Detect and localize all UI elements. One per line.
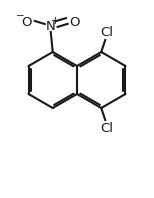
Text: Cl: Cl bbox=[101, 122, 114, 134]
Text: Cl: Cl bbox=[101, 26, 114, 38]
Text: +: + bbox=[51, 16, 60, 26]
Text: O: O bbox=[22, 15, 32, 29]
Text: O: O bbox=[69, 15, 80, 29]
Text: N: N bbox=[46, 19, 56, 32]
Text: −: − bbox=[15, 11, 24, 21]
